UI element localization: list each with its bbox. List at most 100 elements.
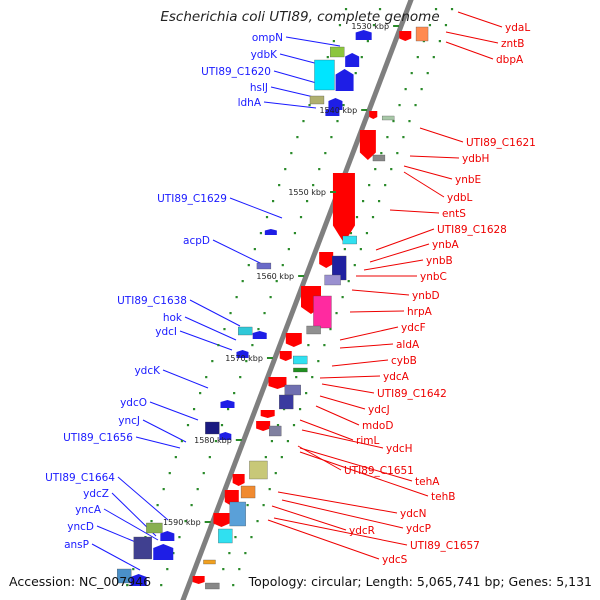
gene-label: ynbC (420, 271, 447, 283)
track-dot (330, 136, 333, 139)
forward-gene (325, 108, 340, 116)
track-dot (263, 312, 266, 315)
forward-gene (153, 544, 174, 560)
reverse-gene (293, 367, 308, 373)
track-dot (438, 40, 441, 43)
forward-gene (335, 69, 354, 91)
track-dot (284, 168, 287, 171)
gene-label: ydbL (447, 192, 473, 204)
label-connector (321, 383, 375, 394)
track-dot (126, 584, 129, 587)
label-connector (103, 508, 159, 541)
gene-label: ynbE (455, 174, 481, 186)
reverse-gene (256, 421, 271, 431)
track-dot (318, 168, 321, 171)
track-dot (307, 344, 310, 347)
track-dot (299, 216, 303, 219)
tick-label: 1570 kbp (225, 354, 263, 363)
forward-gene (205, 421, 220, 435)
track-dot (265, 216, 269, 219)
gene-labels: ompN ydbK UTI89_C1620 hslJ ldhA UTI89_C1629ac… (45, 22, 536, 566)
reverse-gene (205, 582, 220, 590)
track-dot (312, 184, 315, 187)
reverse-gene (293, 355, 308, 365)
gene-label: UTI89_C1664 (45, 472, 115, 484)
forward-gene (264, 229, 277, 235)
label-connector (419, 127, 464, 143)
track-dot (392, 120, 395, 123)
gene-label: ydcA (383, 371, 410, 383)
gene-label: ydcP (406, 523, 431, 535)
track-dot (214, 440, 218, 443)
track-dot (217, 344, 220, 347)
reverse-gene (232, 474, 245, 486)
track-dot (434, 8, 438, 11)
track-dot (342, 104, 345, 107)
reverse-gene (279, 351, 292, 361)
track-dot (281, 264, 284, 267)
reverse-gene (260, 410, 275, 418)
label-connector (389, 209, 440, 214)
label-connector (319, 375, 381, 379)
track-dot (349, 232, 353, 235)
track-dot (180, 440, 184, 443)
track-dot (296, 136, 299, 139)
reverse-gene (229, 501, 246, 527)
reverse-gene (268, 377, 287, 389)
reverse-gene (203, 559, 216, 565)
track-dot (202, 472, 205, 475)
gene-label: UTI89_C1642 (377, 388, 447, 400)
reverse-gene (399, 31, 412, 41)
label-connector (375, 228, 435, 251)
track-dot (347, 280, 350, 283)
track-dot (271, 200, 275, 203)
gene-label: entS (442, 208, 466, 220)
track-dot (365, 232, 369, 235)
gene-label: ompN (252, 32, 283, 44)
gene-label: UTI89_C1629 (157, 193, 227, 205)
track-dot (402, 136, 405, 139)
track-dot (372, 24, 376, 27)
track-dot (317, 360, 320, 363)
track-dot (359, 248, 362, 251)
label-connector (273, 517, 408, 546)
map-title: Escherichia coli UTI89, complete genome (160, 9, 440, 25)
gene-label: dbpA (496, 54, 524, 66)
reverse-gene (284, 384, 301, 396)
label-connector (299, 447, 413, 482)
track-dot (338, 24, 342, 27)
track-dot (229, 312, 232, 315)
track-dot (298, 408, 302, 411)
track-dot (336, 120, 339, 123)
track-dot (233, 392, 236, 395)
track-dot (184, 520, 187, 523)
track-dot (270, 440, 274, 443)
track-dot (222, 568, 225, 571)
track-dot (241, 280, 244, 283)
label-connector (179, 330, 233, 351)
reverse-gene (279, 394, 294, 410)
track-dot (302, 120, 305, 123)
gene-label: UTI89_C1628 (437, 224, 507, 236)
reverse-gene (324, 274, 341, 286)
label-connector (142, 419, 187, 443)
label-connector (91, 543, 141, 571)
track-dot (247, 264, 250, 267)
track-dot (290, 152, 293, 155)
track-dot (324, 152, 327, 155)
track-dot (408, 120, 411, 123)
track-dot (366, 40, 369, 43)
tick-label: 1590 kbp (163, 518, 201, 527)
label-connector (267, 519, 380, 560)
forward-gene (345, 53, 360, 67)
track-dot (384, 184, 387, 187)
gene-label: rimL (356, 435, 379, 447)
track-dot (246, 504, 249, 507)
reverse-gene (372, 154, 386, 162)
track-dot (269, 296, 272, 299)
track-dot (354, 72, 357, 75)
forward-gene (160, 531, 175, 541)
track-dot (250, 536, 253, 539)
track-dot (150, 520, 153, 523)
label-connector (445, 31, 499, 44)
